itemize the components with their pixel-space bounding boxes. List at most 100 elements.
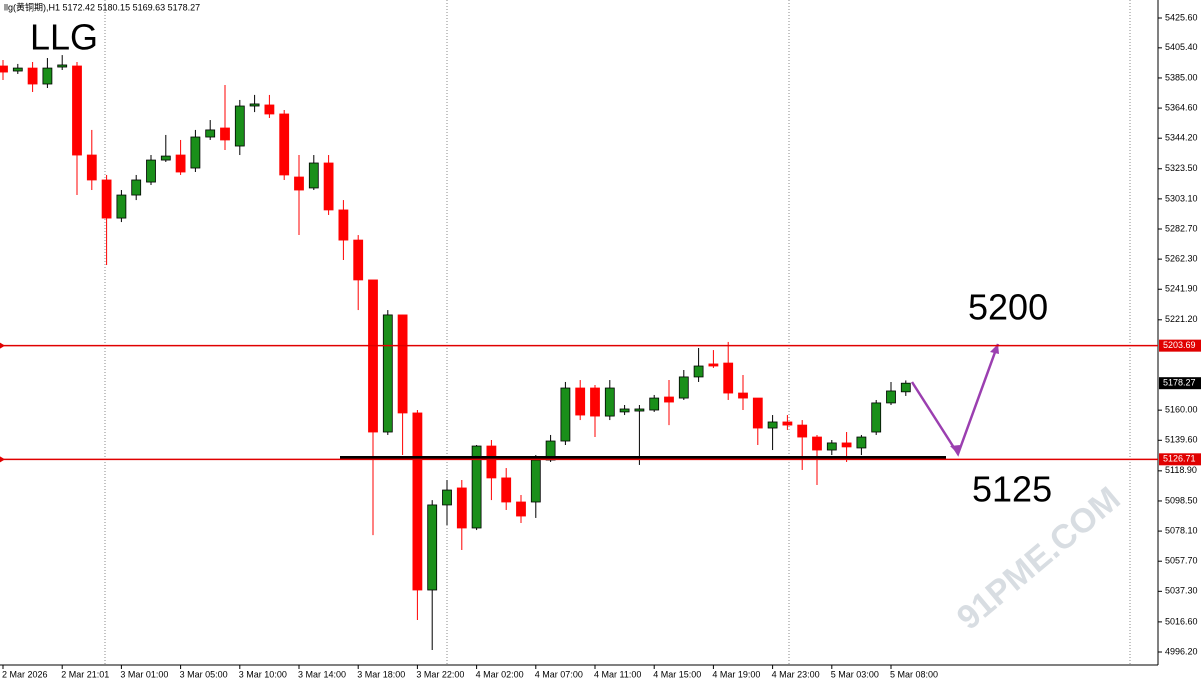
- candle-body: [619, 408, 630, 413]
- y-tick-label: 5078.10: [1165, 525, 1198, 535]
- annotation: 5200: [968, 287, 1048, 328]
- y-tick-label: 5160.00: [1165, 405, 1198, 415]
- x-tick-label: 4 Mar 07:00: [535, 669, 583, 679]
- y-tick-label: 5303.10: [1165, 193, 1198, 203]
- candle-body: [900, 382, 911, 393]
- candle-body: [249, 103, 260, 107]
- x-tick-label: 3 Mar 22:00: [416, 669, 464, 679]
- candle-body: [338, 209, 349, 241]
- annotation: LLG: [30, 17, 98, 58]
- price-label-bg: [1159, 377, 1201, 390]
- y-tick-label: 5037.30: [1165, 586, 1198, 596]
- y-tick-label: 5425.60: [1165, 12, 1198, 22]
- candle-body: [575, 387, 586, 416]
- annotation: 5125: [972, 469, 1052, 510]
- candle-body: [190, 136, 201, 169]
- candle-body: [442, 489, 452, 506]
- y-tick-label: 5323.50: [1165, 163, 1198, 173]
- candle-body: [427, 504, 438, 591]
- candle-body: [649, 397, 660, 411]
- candle-body: [42, 67, 53, 85]
- y-tick-label: 5016.60: [1165, 616, 1198, 626]
- candle-body: [412, 412, 423, 591]
- candle-body: [0, 65, 8, 73]
- x-tick-label: 4 Mar 15:00: [653, 669, 701, 679]
- candle-body: [382, 314, 393, 433]
- candle-body: [57, 64, 68, 68]
- candle-body: [86, 154, 97, 181]
- candle-body: [486, 445, 497, 479]
- candle-body: [752, 397, 763, 429]
- y-tick-label: 5139.60: [1165, 435, 1198, 445]
- candle-body: [545, 440, 556, 461]
- y-tick-label: 5405.40: [1165, 42, 1198, 52]
- candle-body: [871, 402, 882, 433]
- x-tick-label: 3 Mar 10:00: [239, 669, 287, 679]
- candle-body: [279, 113, 290, 176]
- x-tick-label: 2 Mar 21:01: [61, 669, 109, 679]
- y-tick-label: 4996.20: [1165, 646, 1198, 656]
- y-tick-label: 5364.60: [1165, 102, 1198, 112]
- x-tick-label: 3 Mar 01:00: [120, 669, 168, 679]
- level-marker: [0, 342, 5, 349]
- candle-body: [220, 127, 230, 141]
- candle-body: [101, 179, 112, 219]
- candle-body: [27, 67, 38, 85]
- candle-body: [738, 392, 748, 399]
- x-tick-label: 2 Mar 2026: [2, 669, 48, 679]
- candle-body: [205, 129, 216, 138]
- candle-body: [782, 421, 793, 426]
- candle-body: [501, 477, 512, 503]
- x-tick-label: 3 Mar 18:00: [357, 669, 405, 679]
- level-label: 5126.71: [1163, 454, 1196, 464]
- candle-body: [308, 162, 319, 189]
- x-tick-label: 3 Mar 05:00: [180, 669, 228, 679]
- candle-body: [234, 105, 245, 147]
- candle-body: [590, 387, 600, 417]
- candle-body: [175, 154, 186, 173]
- x-tick-label: 3 Mar 14:00: [298, 669, 346, 679]
- candle-body: [456, 487, 467, 529]
- candle-body: [72, 65, 82, 156]
- candle-body: [368, 279, 378, 433]
- candle-body: [634, 408, 645, 412]
- candle-body: [886, 390, 896, 404]
- x-tick-label: 4 Mar 11:00: [594, 669, 641, 679]
- x-tick-label: 4 Mar 02:00: [476, 669, 524, 679]
- y-tick-label: 5262.30: [1165, 253, 1198, 263]
- level-label: 5203.69: [1163, 340, 1196, 350]
- candle-body: [723, 362, 734, 394]
- candle-body: [516, 501, 526, 517]
- candle-body: [116, 194, 127, 219]
- arrow-head: [950, 445, 960, 454]
- level-label-bg: [1159, 339, 1201, 352]
- candle-body: [294, 176, 304, 191]
- candle-body: [604, 387, 615, 417]
- level-label-bg: [1159, 453, 1201, 466]
- candle-body: [264, 104, 275, 115]
- x-tick-label: 5 Mar 08:00: [890, 669, 938, 679]
- candle-body: [856, 436, 867, 449]
- candle-body: [530, 459, 541, 503]
- candle-body: [797, 424, 808, 438]
- candle-body: [131, 179, 142, 196]
- y-tick-label: 5118.90: [1165, 465, 1197, 475]
- candle-body: [693, 365, 704, 378]
- candles: [0, 55, 911, 650]
- y-tick-label: 5282.70: [1165, 223, 1198, 233]
- y-tick-label: 5057.70: [1165, 556, 1198, 566]
- y-tick-label: 5221.20: [1165, 314, 1198, 324]
- candle-body: [664, 396, 674, 403]
- candle-body: [708, 363, 719, 367]
- chart-header: llg(黄铜期),H1 5172.42 5180.15 5169.63 5178…: [4, 1, 200, 12]
- candle-body: [678, 376, 689, 399]
- candle-body: [12, 67, 23, 72]
- candle-body: [323, 162, 334, 211]
- candle-body: [146, 159, 156, 183]
- level-marker: [0, 456, 5, 463]
- candle-body: [841, 442, 852, 448]
- x-tick-label: 4 Mar 19:00: [712, 669, 760, 679]
- candle-body: [160, 155, 171, 161]
- price-label: 5178.27: [1163, 378, 1196, 388]
